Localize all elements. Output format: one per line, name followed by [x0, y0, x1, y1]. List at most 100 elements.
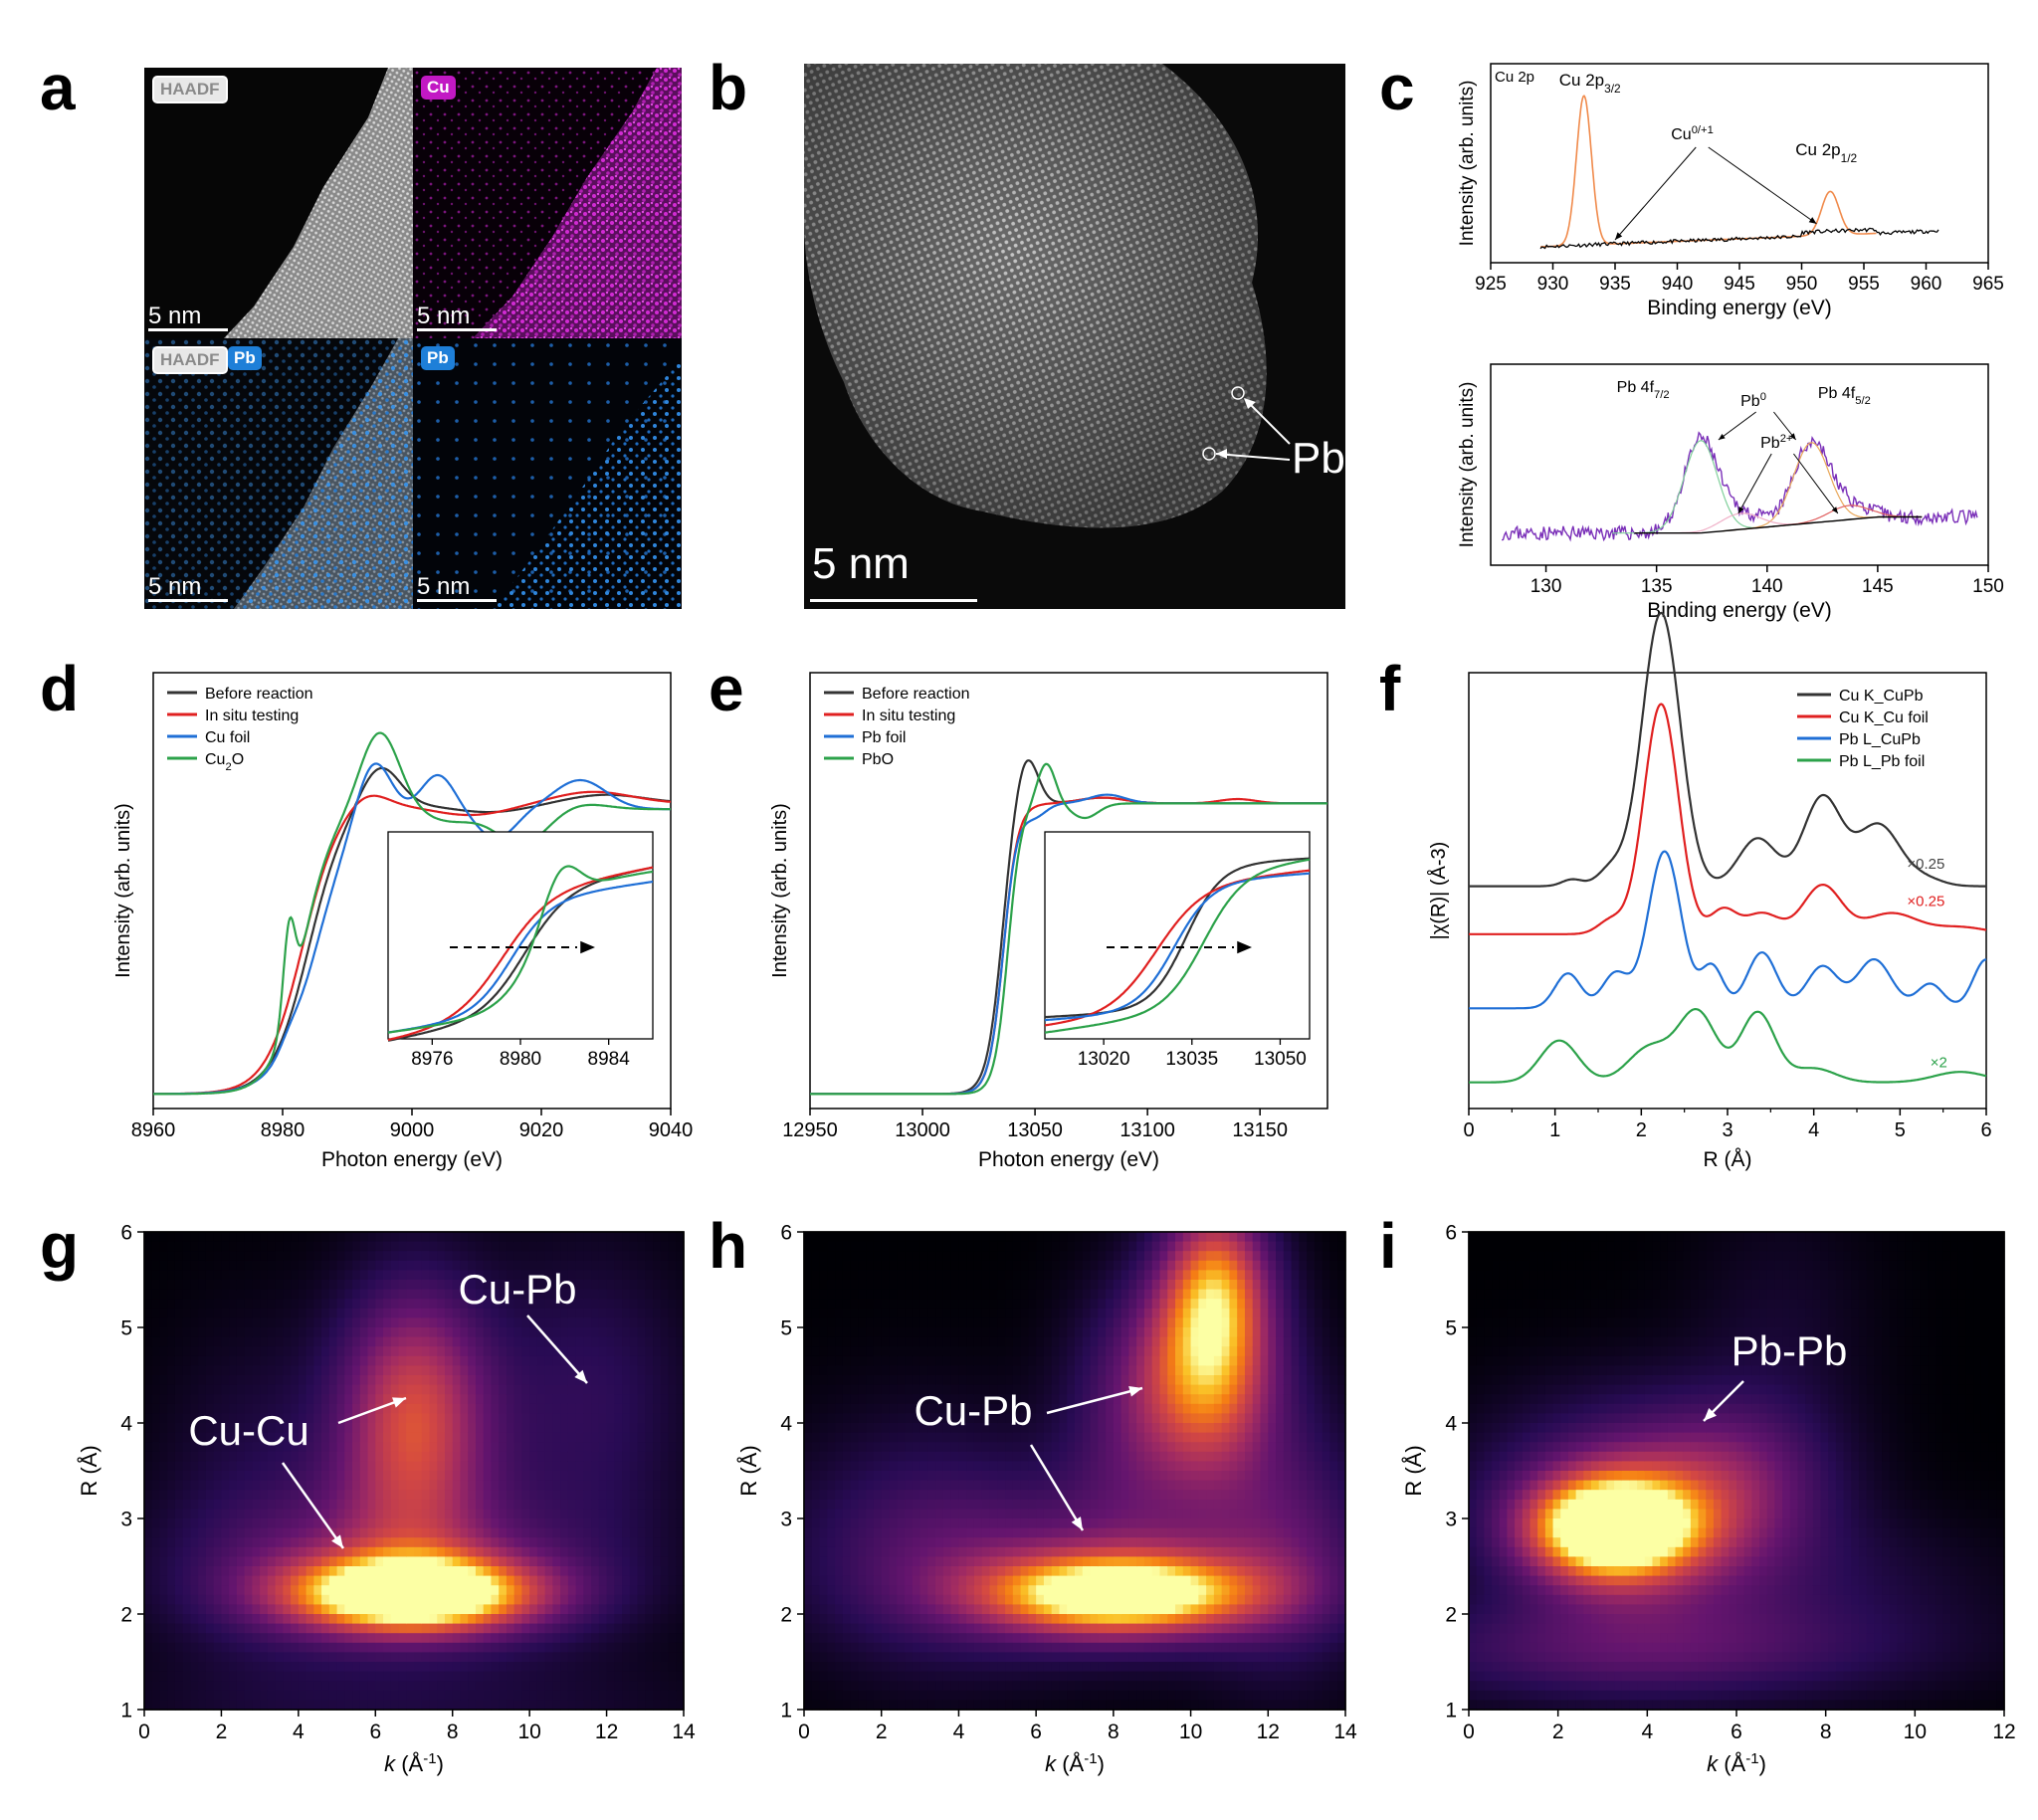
heatmap-cell	[491, 1394, 500, 1405]
heatmap-cell	[521, 1232, 530, 1243]
heatmap-cell	[460, 1451, 469, 1462]
heatmap-cell	[437, 1251, 446, 1262]
heatmap-cell	[491, 1260, 500, 1271]
heatmap-cell	[958, 1394, 967, 1405]
heatmap-cell	[328, 1232, 338, 1243]
heatmap-cell	[306, 1289, 314, 1300]
heatmap-cell	[804, 1499, 813, 1510]
heatmap-cell	[236, 1662, 246, 1673]
heatmap-cell	[842, 1527, 852, 1538]
heatmap-cell	[283, 1509, 292, 1519]
heatmap-cell	[958, 1251, 967, 1262]
heatmap-cell	[819, 1413, 828, 1424]
heatmap-cell	[919, 1700, 928, 1711]
heatmap-cell	[313, 1662, 322, 1673]
heatmap-cell	[598, 1623, 608, 1634]
heatmap-cell	[475, 1355, 485, 1366]
heatmap-cell	[521, 1251, 530, 1262]
heatmap-cell	[182, 1662, 192, 1673]
heatmap-cell	[676, 1461, 685, 1472]
heatmap-cell	[897, 1317, 906, 1328]
heatmap-cell	[260, 1355, 269, 1366]
heatmap-cell	[835, 1585, 844, 1596]
heatmap-cell	[660, 1299, 670, 1310]
heatmap-cell	[919, 1623, 928, 1634]
heatmap-cell	[645, 1604, 654, 1615]
heatmap-cell	[583, 1355, 592, 1366]
heatmap-cell	[213, 1614, 223, 1625]
heatmap-cell	[544, 1681, 553, 1692]
heatmap-cell	[889, 1633, 898, 1644]
heatmap-cell	[229, 1623, 238, 1634]
heatmap-cell	[260, 1365, 269, 1376]
heatmap-cell	[575, 1614, 584, 1625]
heatmap-cell	[981, 1633, 991, 1644]
heatmap-cell	[583, 1546, 592, 1557]
heatmap-cell	[167, 1594, 176, 1605]
heatmap-cell	[144, 1537, 153, 1548]
heatmap-cell	[866, 1317, 875, 1328]
xanes-series	[153, 790, 672, 1096]
heatmap-cell	[313, 1375, 322, 1386]
heatmap-cell	[629, 1633, 639, 1644]
heatmap-cell	[804, 1241, 813, 1252]
heatmap-cell	[866, 1289, 875, 1300]
heatmap-cell	[536, 1690, 546, 1701]
heatmap-cell	[499, 1432, 508, 1443]
heatmap-cell	[668, 1700, 677, 1711]
heatmap-cell	[645, 1623, 654, 1634]
heatmap-cell	[336, 1633, 345, 1644]
heatmap-cell	[336, 1585, 345, 1596]
heatmap-cell	[336, 1365, 345, 1376]
heatmap-cell	[645, 1681, 654, 1692]
heatmap-cell	[567, 1289, 577, 1300]
heatmap-cell	[283, 1280, 292, 1291]
heatmap-cell	[229, 1594, 238, 1605]
heatmap-cell	[811, 1480, 821, 1491]
heatmap-cell	[958, 1575, 967, 1586]
heatmap-cell	[606, 1690, 615, 1701]
heatmap-cell	[421, 1604, 431, 1615]
heatmap-cell	[583, 1585, 592, 1596]
heatmap-cell	[958, 1546, 967, 1557]
heatmap-cell	[213, 1451, 223, 1462]
heatmap-cell	[927, 1671, 936, 1682]
heatmap-cell	[850, 1499, 859, 1510]
heatmap-cell	[174, 1317, 184, 1328]
heatmap-cell	[897, 1642, 906, 1653]
heatmap-cell	[499, 1623, 508, 1634]
heatmap-cell	[973, 1537, 983, 1548]
heatmap-cell	[468, 1527, 477, 1538]
heatmap-cell	[483, 1614, 493, 1625]
heatmap-cell	[221, 1681, 230, 1692]
heatmap-cell	[213, 1394, 223, 1405]
heatmap-cell	[491, 1623, 500, 1634]
heatmap-cell	[622, 1556, 631, 1567]
heatmap-cell	[827, 1413, 836, 1424]
heatmap-cell	[213, 1442, 223, 1453]
heatmap-cell	[444, 1442, 454, 1453]
arrow-head	[1808, 217, 1817, 224]
heatmap-cell	[935, 1671, 944, 1682]
heatmap-cell	[483, 1499, 493, 1510]
heatmap-cell	[444, 1327, 454, 1338]
heatmap-cell	[560, 1423, 569, 1434]
heatmap-cell	[629, 1394, 639, 1405]
heatmap-cell	[167, 1575, 176, 1586]
heatmap-cell	[560, 1642, 569, 1653]
panel-letter-c: c	[1379, 52, 1415, 123]
heatmap-cell	[167, 1375, 176, 1386]
heatmap-cell	[429, 1327, 438, 1338]
heatmap-cell	[144, 1594, 153, 1605]
heatmap-cell	[889, 1432, 898, 1443]
heatmap-cell	[973, 1442, 983, 1453]
heatmap-cell	[529, 1308, 538, 1318]
heatmap-cell	[491, 1700, 500, 1711]
heatmap-cell	[367, 1480, 376, 1491]
heatmap-cell	[159, 1336, 168, 1347]
heatmap-cell	[614, 1280, 623, 1291]
heatmap-cell	[827, 1270, 836, 1281]
heatmap-cell	[881, 1461, 891, 1472]
heatmap-cell	[653, 1327, 662, 1338]
heatmap-cell	[905, 1394, 914, 1405]
